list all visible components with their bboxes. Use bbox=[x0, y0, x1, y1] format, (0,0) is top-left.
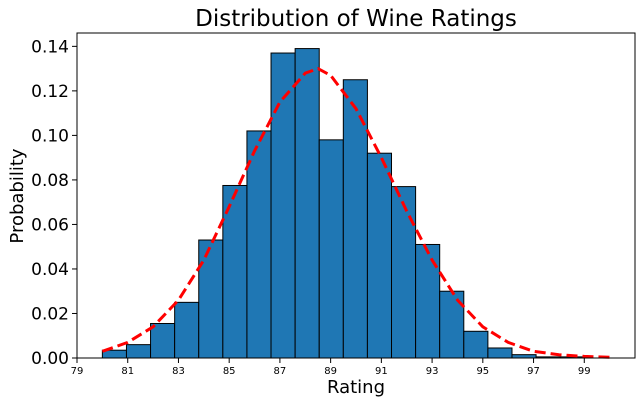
y-axis-label: Probability bbox=[7, 148, 28, 243]
histogram-bar bbox=[150, 322, 176, 359]
plot-frame bbox=[76, 32, 636, 359]
y-tick-label: 0.02 bbox=[31, 304, 69, 324]
y-axis-ticks: 0.00 0.02 0.04 0.06 0.08 0.10 0.12 0.14 bbox=[31, 37, 77, 369]
x-tick-label: 95 bbox=[476, 366, 489, 377]
x-tick-label: 81 bbox=[121, 366, 134, 377]
x-tick-label: 93 bbox=[426, 366, 439, 377]
histogram-bar bbox=[174, 301, 200, 359]
histogram-bars bbox=[101, 48, 585, 359]
x-tick-label: 87 bbox=[274, 366, 287, 377]
x-tick-label: 79 bbox=[71, 366, 84, 377]
x-tick-label: 91 bbox=[375, 366, 388, 377]
histogram-bar bbox=[487, 347, 513, 359]
y-tick-label: 0.00 bbox=[31, 349, 69, 369]
y-tick-label: 0.06 bbox=[31, 215, 69, 235]
x-axis-label: Rating bbox=[327, 377, 385, 398]
histogram-bar bbox=[391, 186, 417, 359]
y-tick-label: 0.12 bbox=[31, 82, 69, 102]
histogram-bar bbox=[198, 239, 224, 359]
histogram-bar bbox=[415, 243, 441, 359]
histogram-bar bbox=[246, 130, 272, 359]
y-tick-label: 0.10 bbox=[31, 126, 69, 146]
histogram-bar bbox=[318, 139, 344, 359]
x-tick-label: 83 bbox=[172, 366, 185, 377]
y-tick-label: 0.14 bbox=[31, 37, 69, 57]
histogram-bar bbox=[463, 330, 489, 359]
histogram-bar bbox=[511, 354, 537, 359]
x-tick-label: 99 bbox=[578, 366, 591, 377]
chart-title: Distribution of Wine Ratings bbox=[195, 6, 517, 32]
x-tick-label: 97 bbox=[527, 366, 540, 377]
histogram-bar bbox=[366, 152, 393, 359]
histogram-bar bbox=[294, 48, 320, 359]
fit-curve bbox=[101, 66, 610, 359]
histogram-bar bbox=[125, 344, 152, 359]
x-axis-ticks: 79 81 83 85 87 89 91 93 95 97 99 bbox=[71, 358, 591, 377]
y-tick-label: 0.08 bbox=[31, 171, 69, 191]
x-tick-label: 89 bbox=[324, 366, 337, 377]
x-tick-label: 85 bbox=[223, 366, 236, 377]
y-tick-label: 0.04 bbox=[31, 260, 69, 280]
